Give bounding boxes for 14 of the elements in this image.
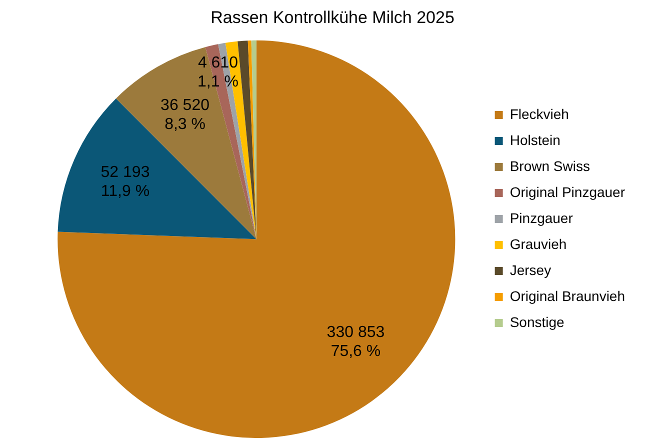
legend-label: Sonstige — [510, 314, 565, 330]
legend-label: Fleckvieh — [510, 106, 569, 122]
data-label: 52 193 11,9 % — [100, 164, 150, 200]
legend-label: Brown Swiss — [510, 158, 590, 174]
legend-label: Jersey — [510, 262, 552, 278]
data-label: 330 853 75,6 % — [326, 324, 385, 360]
legend-label: Pinzgauer — [510, 210, 574, 226]
legend-label: Original Braunvieh — [510, 288, 625, 304]
legend-label: Holstein — [510, 132, 560, 148]
data-label: 36 520 8,3 % — [160, 97, 210, 134]
chart-title: Rassen Kontrollkühe Milch 2025 — [210, 8, 454, 27]
data-label: 4 610 1,1 % — [197, 54, 238, 91]
legend-label: Grauvieh — [510, 236, 567, 252]
legend-label: Original Pinzgauer — [510, 184, 626, 200]
